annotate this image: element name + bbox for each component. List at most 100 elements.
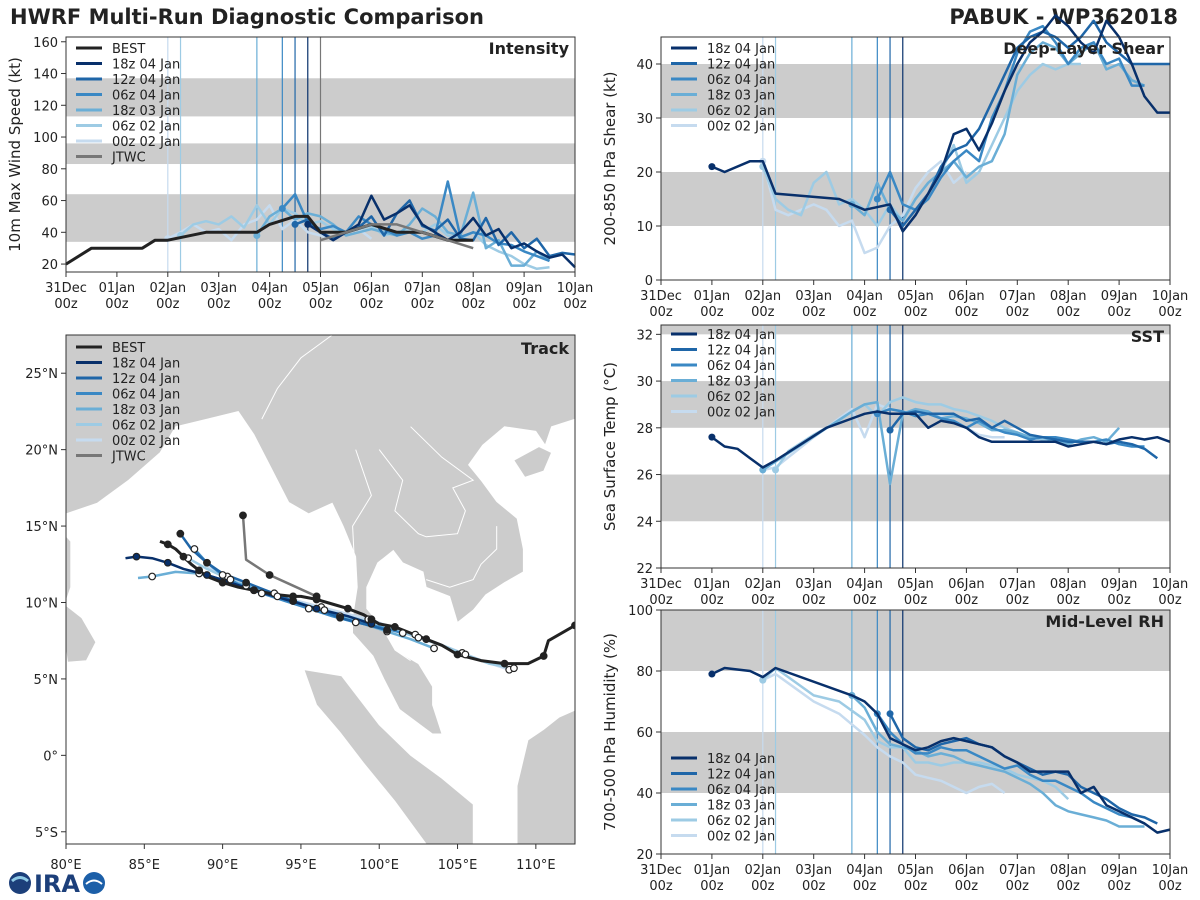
sst-xtick-date: 08Jan [1050,577,1087,592]
track-point [226,575,235,584]
intensity-ytick-label: 100 [33,131,58,146]
sst-ytick-label: 24 [636,515,653,530]
shear-init-point [708,163,716,171]
track-ytick-label: 20°N [25,444,58,459]
sst-xtick-hour: 00z [1158,593,1182,608]
rh-ytick-label: 40 [636,787,653,802]
sst-xtick-date: 01Jan [694,577,731,592]
sst-series-18z-04-Jan [711,410,1171,469]
rh-xtick-hour: 00z [1006,879,1030,894]
sst-legend-label: 00z 02 Jan [707,406,775,421]
sst-ylabel: Sea Surface Temp (°C) [601,362,619,531]
intensity-legend-label: 18z 03 Jan [112,104,180,119]
track-point [242,578,251,587]
rh-ytick-label: 60 [636,726,653,741]
track-point [289,592,297,601]
shear-title: Deep-Layer Shear [1003,39,1164,58]
track-xtick-label: 90°E [207,858,238,873]
track-legend-label: 00z 02 Jan [112,434,180,449]
cira-logo: IRA [9,870,105,898]
track-xtick-label: 100°E [359,858,399,873]
shear-xtick-hour: 00z [649,305,673,320]
intensity-xtick-hour: 00z [54,297,78,312]
track-point [304,604,313,613]
intensity-xtick-date: 08Jan [455,281,492,296]
track-xtick-label: 85°E [129,858,160,873]
rh-panel: 2040608010031Dec00z01Jan00z02Jan00z03Jan… [601,604,1188,894]
shear-xtick-date: 08Jan [1050,289,1087,304]
track-point [422,635,431,644]
intensity-ytick-label: 80 [41,163,58,178]
shear-xtick-hour: 00z [802,305,826,320]
rh-xtick-date: 10Jan [1152,863,1189,878]
sst-xtick-date: 31Dec [640,577,682,592]
rh-xtick-hour: 00z [1057,879,1081,894]
rh-band [661,610,1170,671]
track-point [195,566,204,575]
rh-xtick-hour: 00z [853,879,877,894]
track-point [203,558,211,567]
track-point [203,571,211,579]
track-legend-label: JTWC [111,450,146,465]
shear-xtick-hour: 00z [1158,305,1182,320]
track-point [539,652,548,660]
track-point [571,621,575,630]
intensity-xtick-hour: 00z [512,297,536,312]
rh-xtick-date: 01Jan [694,863,731,878]
rh-series-06z-02-Jan [761,666,1070,801]
rh-legend-label: 06z 02 Jan [707,814,775,829]
rh-init-point [708,670,716,678]
country-border [261,335,333,420]
shear-xtick-date: 10Jan [1152,289,1189,304]
track-point [320,606,329,615]
track-ytick-label: 5°N [34,673,59,688]
shear-panel: 01020304031Dec00z01Jan00z02Jan00z03Jan00… [601,14,1189,320]
shear-legend-label: 00z 02 Jan [707,120,775,135]
sst-legend-label: 12z 04 Jan [707,344,775,359]
svg-text:IRA: IRA [34,870,80,898]
shear-legend-label: 12z 04 Jan [707,58,775,73]
track-point [398,629,407,637]
shear-xtick-date: 04Jan [846,289,883,304]
intensity-xtick-date: 07Jan [404,281,441,296]
track-ytick-label: 5°S [35,826,58,841]
track-point [273,592,282,601]
track-point [510,664,518,673]
intensity-xtick-hour: 00z [207,297,231,312]
intensity-xtick-hour: 00z [156,297,180,312]
intensity-xtick-date: 03Jan [200,281,237,296]
shear-xtick-date: 09Jan [1101,289,1138,304]
track-point [367,615,376,624]
sst-init-point [886,426,894,434]
sst-ytick-label: 22 [636,562,653,577]
shear-xtick-date: 07Jan [999,289,1036,304]
intensity-legend-label: 18z 04 Jan [112,58,180,73]
sst-xtick-date: 03Jan [795,577,832,592]
track-point [414,633,423,642]
track-legend-label: 18z 03 Jan [112,403,180,418]
shear-ytick-label: 40 [636,58,653,73]
track-ytick-label: 15°N [25,520,58,535]
rh-legend-label: 06z 04 Jan [707,783,775,798]
sst-xtick-hour: 00z [1107,593,1131,608]
sst-ytick-label: 30 [636,375,653,390]
rh-xtick-hour: 00z [802,879,826,894]
intensity-legend-label: 12z 04 Jan [112,73,180,88]
track-map [66,335,575,844]
rh-legend-label: 12z 04 Jan [707,768,775,783]
sst-xtick-date: 10Jan [1152,577,1189,592]
land-hainan [513,446,553,478]
shear-ytick-label: 10 [636,220,653,235]
track-point [132,552,141,561]
intensity-ylabel: 10m Max Wind Speed (kt) [6,57,24,252]
land-sri-lanka [66,604,97,663]
intensity-series-JTWC [320,223,474,250]
track-point [218,571,227,579]
track-point [312,595,321,604]
rh-legend-label: 18z 03 Jan [707,799,775,814]
shear-xtick-hour: 00z [1107,305,1131,320]
country-border [378,426,475,538]
track-point [390,623,399,631]
sst-xtick-hour: 00z [904,593,928,608]
shear-ytick-label: 20 [636,166,653,181]
